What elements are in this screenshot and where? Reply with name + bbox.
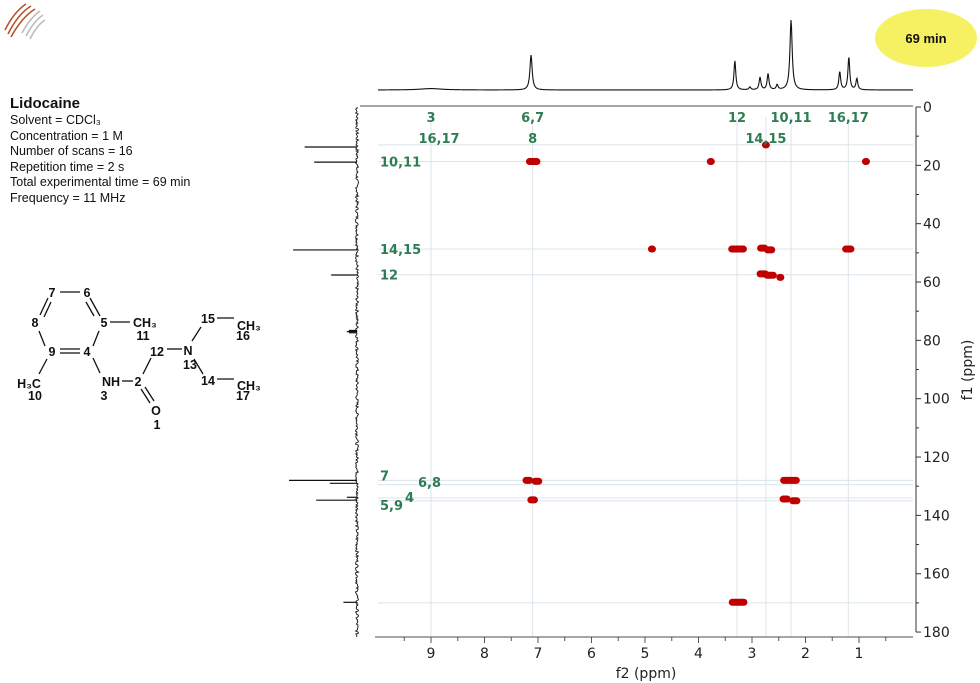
atom-n: N [183, 344, 192, 358]
atom-ch3-16: CH₃ [237, 319, 261, 333]
cross-peak [522, 476, 534, 484]
axes: 9 8 7 6 5 4 3 2 1 0 20 40 60 80 100 120 140 160 180 [360, 100, 950, 662]
y-tick-label: 140 [923, 508, 950, 524]
x-tick-label: 8 [480, 646, 489, 662]
cross-peak [706, 158, 715, 166]
atom-2: 2 [135, 375, 142, 389]
cross-peak [527, 496, 538, 504]
y-axis-label: f1 (ppm) [960, 340, 976, 401]
x-tick-label: 4 [694, 646, 703, 662]
atom-o: O [151, 404, 161, 418]
atom-11: 11 [136, 329, 149, 343]
cross-peak [789, 497, 801, 505]
f1-assignment-label: 6,8 [418, 476, 441, 491]
structure-atom-labels: 7 6 8 5 9 4 CH₃ 11 12 N 13 15 CH₃ 16 14 … [17, 286, 261, 432]
atom-16: 16 [236, 329, 250, 343]
cross-peak [780, 476, 800, 484]
correlation-lines [378, 117, 913, 637]
cross-peak [861, 158, 870, 166]
x-axis-label: f2 (ppm) [616, 666, 677, 682]
cross-peak [776, 273, 785, 281]
f2-assignment-label: 10,11 [770, 111, 811, 126]
cross-peak [728, 245, 747, 253]
projections [289, 19, 913, 638]
lidocaine-structure [38, 291, 234, 404]
f2-assignment-label: 12 [728, 111, 746, 126]
y-tick-label: 80 [923, 333, 941, 349]
info-repetition-time: Repetition time = 2 s [10, 159, 125, 174]
atom-5: 5 [101, 316, 108, 330]
atom-4: 4 [84, 345, 91, 359]
atom-8: 8 [32, 316, 39, 330]
compound-name: Lidocaine [10, 95, 81, 112]
f1-assignment-label: 5,9 [380, 499, 403, 514]
cross-peak [525, 158, 541, 166]
f2-assignment-label: 16,17 [828, 111, 869, 126]
badge-ellipse [875, 9, 977, 67]
atom-9: 9 [49, 345, 56, 359]
info-solvent: Solvent = CDCl₃ [10, 113, 101, 127]
f2-assignment-label: 8 [528, 132, 537, 147]
atom-3: 3 [101, 389, 108, 403]
x-tick-label: 9 [427, 646, 436, 662]
experiment-info: Lidocaine Solvent = CDCl₃ Concentration … [10, 95, 190, 206]
cross-peak [842, 245, 855, 253]
x-tick-label: 1 [855, 646, 864, 662]
cross-peak [763, 271, 777, 279]
x-tick-label: 5 [641, 646, 650, 662]
y-tick-label: 100 [923, 392, 950, 408]
f1-assignment-label: 14,15 [380, 243, 421, 258]
info-total-time: Total experimental time = 69 min [10, 175, 191, 189]
info-scans: Number of scans = 16 [10, 144, 133, 158]
logo-icon [4, 3, 46, 40]
cross-peak [531, 477, 543, 485]
f2-projection-spectrum [378, 19, 913, 91]
x-tick-label: 7 [534, 646, 543, 662]
cross-peak [779, 495, 791, 503]
atom-15: 15 [201, 312, 215, 326]
f1-assignment-label: 10,11 [380, 156, 421, 171]
atom-13: 13 [183, 358, 197, 372]
atom-7: 7 [49, 286, 56, 300]
atom-10: 10 [28, 389, 42, 403]
y-tick-label: 160 [923, 567, 950, 583]
cross-peak [728, 598, 748, 606]
time-badge: 69 min [875, 9, 977, 67]
atom-14: 14 [201, 374, 215, 388]
x-tick-label: 6 [587, 646, 596, 662]
atom-h3c-10: H₃C [17, 377, 41, 391]
f1-assignment-label: 7 [380, 469, 389, 484]
atom-6: 6 [84, 286, 91, 300]
y-tick-label: 0 [923, 100, 932, 116]
f2-assignment-label: 14,15 [745, 132, 786, 147]
y-tick-label: 20 [923, 158, 941, 174]
cross-peak [761, 141, 770, 149]
atom-ch3-11: CH₃ [133, 316, 157, 330]
atom-nh: NH [102, 375, 120, 389]
y-tick-label: 180 [923, 625, 950, 641]
f2-assignment-label: 16,17 [418, 132, 459, 147]
x-tick-label: 2 [801, 646, 810, 662]
cross-peak [764, 246, 776, 254]
info-concentration: Concentration = 1 M [10, 128, 123, 143]
cross-peak [647, 245, 656, 253]
badge-text: 69 min [905, 31, 946, 46]
atom-1: 1 [154, 418, 161, 432]
info-frequency: Frequency = 11 MHz [10, 190, 126, 205]
y-tick-label: 40 [923, 217, 941, 233]
cross-peaks [522, 141, 870, 606]
f1-assignment-label: 12 [380, 269, 398, 284]
y-tick-label: 120 [923, 450, 950, 466]
f1-assignment-label: 4 [405, 491, 414, 506]
y-tick-label: 60 [923, 275, 941, 291]
f2-assignment-label: 6,7 [521, 111, 544, 126]
atom-ch3-17: CH₃ [237, 379, 261, 393]
x-tick-label: 3 [748, 646, 757, 662]
f1-projection-baseline [354, 106, 360, 638]
f2-assignment-label: 3 [426, 111, 435, 126]
peak-assignments: 3 16,17 6,7 8 12 14,15 10,11 16,17 10,11 14,15 12 7… [380, 111, 869, 514]
atom-12: 12 [150, 345, 164, 359]
atom-17: 17 [236, 389, 250, 403]
